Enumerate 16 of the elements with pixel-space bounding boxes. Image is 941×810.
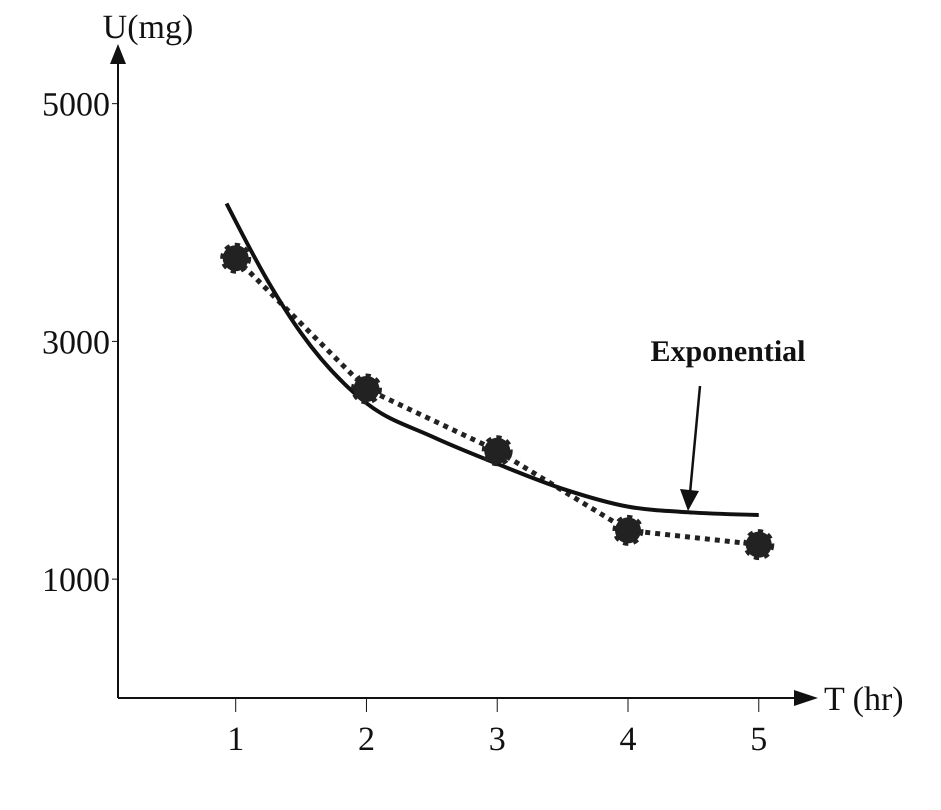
y-tick-label: 5000: [42, 86, 110, 124]
point: [482, 435, 513, 466]
y-axis-title: U(mg): [102, 9, 194, 46]
x-tick-label: 3: [488, 721, 506, 758]
x-tick-label: 1: [227, 721, 244, 758]
x-tick-label: 4: [620, 721, 636, 758]
x-axis-title: T (hr): [824, 681, 904, 718]
annotation: Exponential: [650, 335, 806, 368]
point: [612, 514, 644, 546]
point: [743, 529, 774, 560]
x-tick-label: 5: [750, 721, 768, 758]
point: [350, 373, 382, 404]
y-tick-label: 1000: [42, 562, 110, 600]
point: [220, 242, 252, 274]
x-tick-label: 2: [358, 721, 375, 758]
y-tick-label: 3000: [42, 324, 110, 362]
